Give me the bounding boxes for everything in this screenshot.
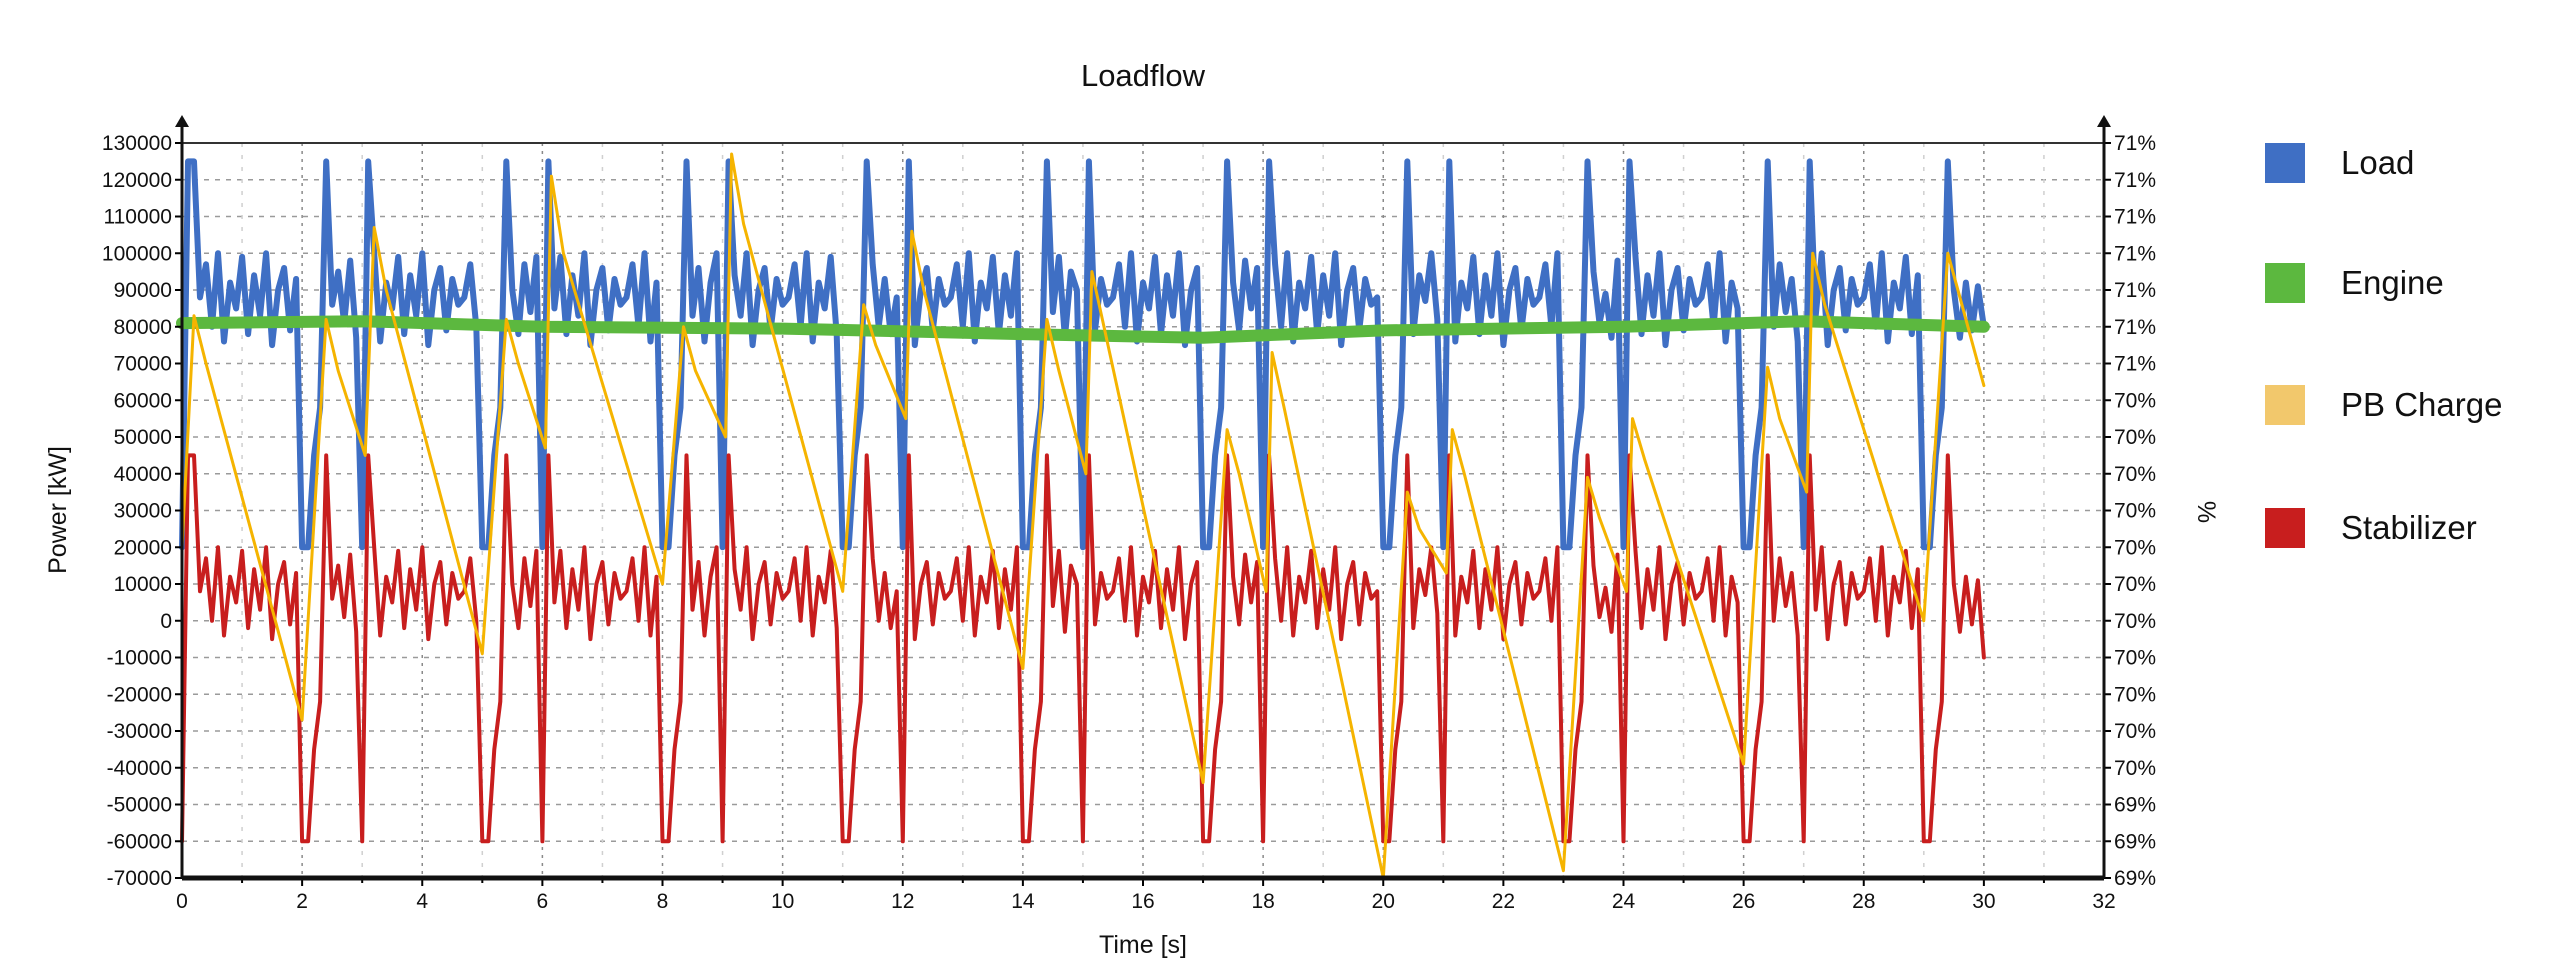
legend-item-stabilizer: Stabilizer (2265, 508, 2477, 548)
y-tick-label: 30000 (114, 500, 172, 523)
x-tick-label: 26 (1732, 890, 1755, 913)
y2-tick-label: 70% (2114, 573, 2156, 596)
y-tick-label: -30000 (107, 720, 172, 743)
x-tick-label: 22 (1492, 890, 1515, 913)
series-line-stabilizer (180, 453, 1986, 844)
y-tick-label: 90000 (114, 279, 172, 302)
x-tick-label: 12 (891, 890, 914, 913)
legend-item-pb-charge: PB Charge (2265, 385, 2502, 425)
x-tick-label: 8 (657, 890, 669, 913)
legend-swatch-pb-charge (2265, 385, 2305, 425)
y2-tick-label: 70% (2114, 536, 2156, 559)
y-tick-label: -40000 (107, 757, 172, 780)
axes: 1300001200001100001000009000080000700006… (102, 115, 2156, 913)
y-axis-arrow-icon (175, 115, 189, 127)
y-tick-label: 60000 (114, 389, 172, 412)
y-tick-label: -50000 (107, 794, 172, 817)
y2-tick-label: 71% (2114, 206, 2156, 229)
y2-tick-label: 71% (2114, 353, 2156, 376)
x-tick-label: 10 (771, 890, 794, 913)
x-tick-label: 30 (1972, 890, 1995, 913)
y-tick-label: 0 (160, 610, 172, 633)
legend-item-engine: Engine (2265, 263, 2444, 303)
y-axis-title: Power [kW] (44, 446, 72, 574)
legend-item-load: Load (2265, 143, 2414, 183)
legend-swatch-stabilizer (2265, 508, 2305, 548)
x-tick-label: 20 (1372, 890, 1395, 913)
y2-tick-label: 71% (2114, 316, 2156, 339)
y-tick-label: -70000 (107, 867, 172, 890)
y2-tick-label: 70% (2114, 683, 2156, 706)
legend-label-stabilizer: Stabilizer (2341, 509, 2477, 546)
x-tick-label: 28 (1852, 890, 1875, 913)
y2-tick-label: 71% (2114, 242, 2156, 265)
y2-tick-label: 70% (2114, 426, 2156, 449)
y2-tick-label: 70% (2114, 757, 2156, 780)
y-tick-label: -60000 (107, 830, 172, 853)
x-tick-label: 0 (176, 890, 188, 913)
legend-swatch-load (2265, 143, 2305, 183)
legend-label-load: Load (2341, 144, 2415, 181)
x-tick-label: 32 (2092, 890, 2115, 913)
y-tick-label: 50000 (114, 426, 172, 449)
series-line-engine (176, 315, 1990, 344)
series-layer (176, 152, 1990, 880)
y2-tick-label: 70% (2114, 500, 2156, 523)
series-line-load (179, 158, 1987, 551)
x-tick-label: 24 (1612, 890, 1636, 913)
y-tick-label: 70000 (114, 353, 172, 376)
series-line-pb-charge (180, 152, 1986, 880)
x-tick-label: 16 (1131, 890, 1154, 913)
x-tick-label: 2 (296, 890, 308, 913)
y-tick-label: 130000 (102, 132, 172, 155)
y-tick-label: -20000 (107, 683, 172, 706)
y-tick-label: 20000 (114, 536, 172, 559)
y2-tick-label: 70% (2114, 389, 2156, 412)
y-tick-label: 110000 (103, 206, 172, 229)
x-tick-label: 14 (1011, 890, 1035, 913)
y2-tick-label: 70% (2114, 463, 2156, 486)
y2-tick-label: 70% (2114, 720, 2156, 743)
y-tick-label: 80000 (114, 316, 172, 339)
y-tick-label: 40000 (114, 463, 172, 486)
y2-tick-label: 69% (2114, 794, 2156, 817)
y2-tick-label: 70% (2114, 647, 2156, 670)
grid (182, 143, 2104, 878)
y2-tick-label: 71% (2114, 169, 2156, 192)
y2-tick-label: 69% (2114, 867, 2156, 890)
y-tick-label: 10000 (114, 573, 172, 596)
y2-tick-label: 70% (2114, 610, 2156, 633)
legend-label-engine: Engine (2341, 264, 2444, 301)
y-tick-label: 100000 (102, 242, 172, 265)
x-tick-label: 18 (1251, 890, 1274, 913)
y-tick-label: -10000 (107, 647, 172, 670)
y2-axis-arrow-icon (2097, 115, 2111, 127)
legend-label-pb-charge: PB Charge (2341, 386, 2503, 423)
y2-tick-label: 69% (2114, 830, 2156, 853)
x-tick-label: 4 (416, 890, 428, 913)
y2-axis-title: % (2192, 501, 2220, 523)
y2-tick-label: 71% (2114, 132, 2156, 155)
y2-tick-label: 71% (2114, 279, 2156, 302)
legend-swatch-engine (2265, 263, 2305, 303)
chart-title: Loadflow (1081, 58, 1206, 93)
x-tick-label: 6 (537, 890, 549, 913)
y-tick-label: 120000 (102, 169, 172, 192)
x-axis-title: Time [s] (1099, 931, 1187, 959)
